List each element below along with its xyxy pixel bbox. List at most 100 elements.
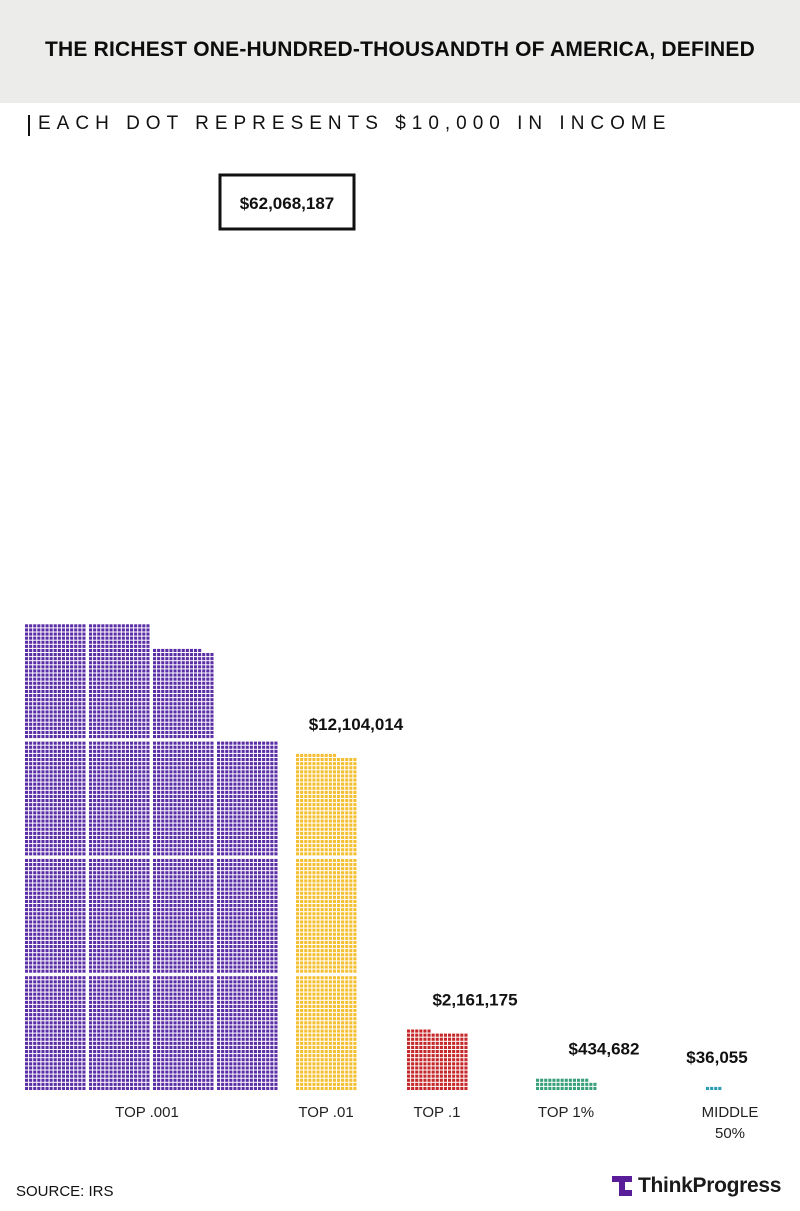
dot (185, 762, 189, 766)
dot (249, 980, 253, 984)
dot (117, 831, 121, 835)
dot (241, 831, 245, 835)
dot (206, 858, 210, 862)
dot (93, 895, 97, 899)
dot (97, 794, 101, 798)
dot (53, 936, 57, 940)
dot (177, 1009, 181, 1013)
dot (121, 924, 125, 928)
dot (29, 1086, 33, 1090)
dot (198, 891, 202, 895)
dot (177, 899, 181, 903)
dot (229, 1070, 233, 1074)
dot (165, 1041, 169, 1045)
dot (93, 863, 97, 867)
dot (165, 858, 169, 862)
dot (202, 957, 206, 961)
dot (121, 940, 125, 944)
dot (70, 904, 74, 908)
dot (97, 1070, 101, 1074)
dot (41, 786, 45, 790)
dot (266, 753, 270, 757)
dot (258, 879, 262, 883)
dot (33, 1045, 37, 1049)
dot (181, 823, 185, 827)
dot (142, 883, 146, 887)
dot (225, 1021, 229, 1025)
dot (237, 848, 241, 852)
dot (101, 753, 105, 757)
dot (221, 904, 225, 908)
dot (33, 749, 37, 753)
dot (198, 778, 202, 782)
dot (97, 848, 101, 852)
dot (270, 949, 274, 953)
dot (41, 745, 45, 749)
dot (25, 753, 29, 757)
dot (241, 895, 245, 899)
dot (165, 831, 169, 835)
dot (113, 879, 117, 883)
dot (270, 957, 274, 961)
dot (266, 1058, 270, 1062)
dot (274, 879, 278, 883)
dot (66, 908, 70, 912)
dot (45, 1062, 49, 1066)
dot (29, 753, 33, 757)
dot (181, 1045, 185, 1049)
dot (37, 823, 41, 827)
dot (221, 871, 225, 875)
dot (241, 908, 245, 912)
dot (258, 1058, 262, 1062)
dot (146, 1041, 150, 1045)
dot (130, 1029, 134, 1033)
dot (113, 965, 117, 969)
dot (138, 807, 142, 811)
dot (177, 969, 181, 973)
dot (37, 957, 41, 961)
dot (157, 936, 161, 940)
dot (113, 753, 117, 757)
dot (266, 848, 270, 852)
dot (105, 1078, 109, 1082)
dot (41, 863, 45, 867)
dot (142, 957, 146, 961)
dot (109, 996, 113, 1000)
dot (134, 770, 138, 774)
dot (157, 949, 161, 953)
dot (177, 988, 181, 992)
dot (33, 815, 37, 819)
dot (233, 815, 237, 819)
dot (49, 1013, 53, 1017)
dot (134, 1062, 138, 1066)
dot (274, 908, 278, 912)
dot (121, 867, 125, 871)
dot (181, 778, 185, 782)
dot (198, 961, 202, 965)
dot (49, 815, 53, 819)
dot (57, 840, 61, 844)
dot (173, 940, 177, 944)
dot (121, 996, 125, 1000)
dot (45, 840, 49, 844)
dot (262, 786, 266, 790)
dot (105, 741, 109, 745)
dot (101, 928, 105, 932)
dot (253, 996, 257, 1000)
dot (33, 1054, 37, 1058)
dot (113, 940, 117, 944)
dot (258, 840, 262, 844)
dot (198, 1037, 202, 1041)
dot (125, 976, 129, 980)
dot (185, 980, 189, 984)
dot (194, 916, 198, 920)
dot (221, 848, 225, 852)
dot (109, 762, 113, 766)
dot (121, 803, 125, 807)
dot (237, 786, 241, 790)
dot (125, 799, 129, 803)
dot (173, 762, 177, 766)
dot (253, 770, 257, 774)
dot (121, 790, 125, 794)
dot (117, 1078, 121, 1082)
